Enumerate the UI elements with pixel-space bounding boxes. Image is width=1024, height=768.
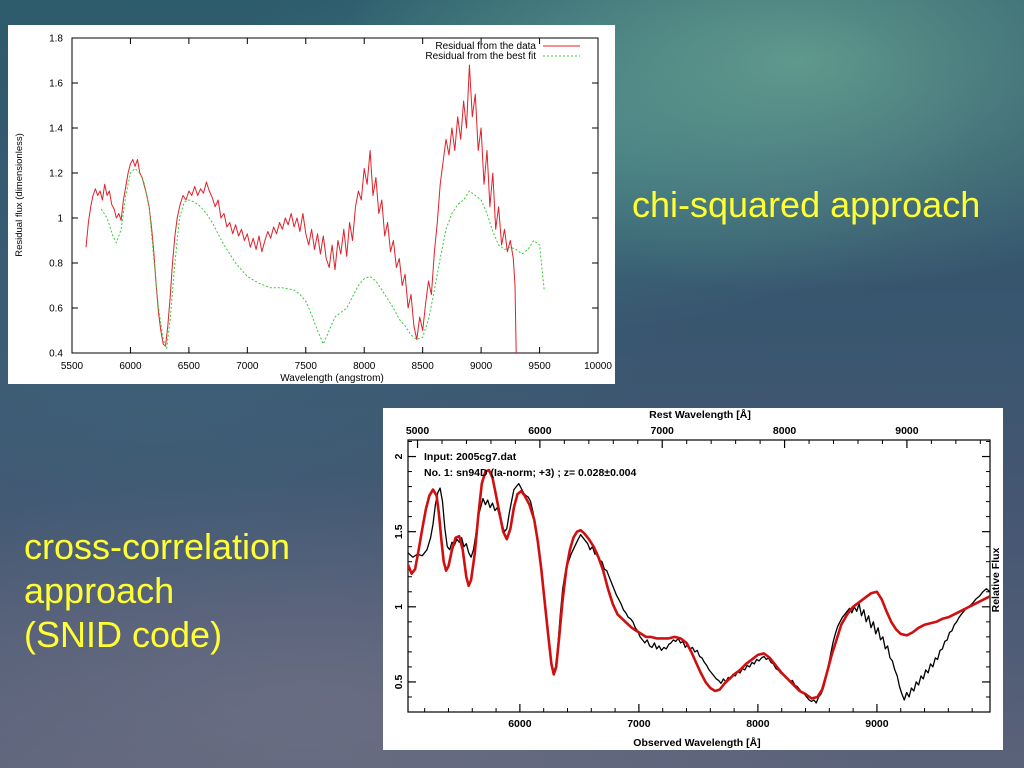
plot-frame: [71, 37, 599, 354]
x2-tick-label: 9000: [895, 425, 919, 437]
chi-squared-caption: chi-squared approach: [632, 184, 981, 225]
axis-ticks: 6000 7000 8000 9000 5000 6000 7000 8000 9000 0.5 1…: [393, 425, 990, 730]
x2-tick-label: 6000: [528, 425, 552, 437]
input-spectrum-line: [408, 482, 990, 704]
y-tick-label: 0.5: [393, 674, 405, 689]
series-lines: [408, 468, 990, 704]
residual-chart-plot: 5500 6000 6500 7000 7500 8000 8500 9000 9500 1000…: [14, 34, 612, 385]
caption-line: approach: [24, 570, 175, 611]
top-axis-label: Rest Wavelength [Å]: [649, 408, 751, 421]
cross-correlation-caption: cross-correlation approach (SNID code): [24, 525, 290, 657]
template-spectrum-line: [408, 468, 990, 700]
x-tick-label: 9500: [528, 361, 551, 372]
plot-frame: [407, 439, 991, 713]
x2-tick-label: 7000: [651, 425, 675, 437]
x-tick-label: 7000: [627, 718, 651, 730]
input-file-annotation: Input: 2005cg7.dat: [424, 451, 517, 463]
axis-ticks: 5500 6000 6500 7000 7500 8000 8500 9000 9500 1000…: [49, 34, 612, 373]
caption-line: cross-correlation: [24, 526, 291, 567]
x-tick-label: 7500: [295, 361, 318, 372]
y-tick-label: 0.6: [49, 304, 63, 315]
x-tick-label: 6000: [119, 361, 142, 372]
x-tick-label: 9000: [865, 718, 889, 730]
x-axis-label: Observed Wavelength [Å]: [633, 736, 760, 749]
y-tick-label: 1.5: [393, 524, 405, 539]
snid-chart-plot: 6000 7000 8000 9000 5000 6000 7000 8000 9000 0.5 1…: [393, 408, 1002, 749]
y-tick-label: 0.8: [49, 259, 63, 270]
y-tick-label: 1.6: [49, 79, 63, 90]
x-tick-label: 5500: [61, 361, 84, 372]
x-tick-label: 9000: [470, 361, 493, 372]
best-fit-residual-line: [100, 168, 545, 349]
y-tick-label: 1: [57, 214, 63, 225]
y-tick-label: 1.4: [49, 124, 63, 135]
best-match-annotation: No. 1: sn94D (Ia-norm; +3) ; z= 0.028±0.…: [424, 467, 637, 479]
x-tick-label: 8000: [353, 361, 376, 372]
x-tick-label: 8500: [412, 361, 435, 372]
x-axis-label: Wavelength (angstrom): [280, 373, 384, 384]
legend-label-data: Residual from the data: [435, 41, 536, 52]
caption-line: (SNID code): [24, 614, 223, 655]
legend-label-best-fit: Residual from the best fit: [425, 51, 536, 62]
snid-chart: 6000 7000 8000 9000 5000 6000 7000 8000 9000 0.5 1…: [383, 408, 1003, 750]
y-tick-label: 0.4: [49, 349, 63, 360]
y-axis-label: Relative Flux: [990, 547, 1002, 612]
y-tick-label: 2: [393, 453, 405, 459]
x2-tick-label: 5000: [406, 425, 430, 437]
x-tick-label: 7000: [236, 361, 259, 372]
y-axis-label: Residual flux (dimensionless): [14, 133, 25, 257]
series-lines: [85, 64, 545, 353]
x-tick-label: 8000: [746, 718, 770, 730]
y-tick-label: 1.2: [49, 169, 63, 180]
y-tick-label: 1.8: [49, 34, 63, 45]
residual-data-line: [85, 64, 517, 353]
residual-chart: 5500 6000 6500 7000 7500 8000 8500 9000 9500 1000…: [8, 25, 615, 384]
x-tick-label: 10000: [584, 361, 612, 372]
x-tick-label: 6500: [178, 361, 201, 372]
x2-tick-label: 8000: [773, 425, 797, 437]
y-tick-label: 1: [393, 604, 405, 610]
x-tick-label: 6000: [508, 718, 532, 730]
